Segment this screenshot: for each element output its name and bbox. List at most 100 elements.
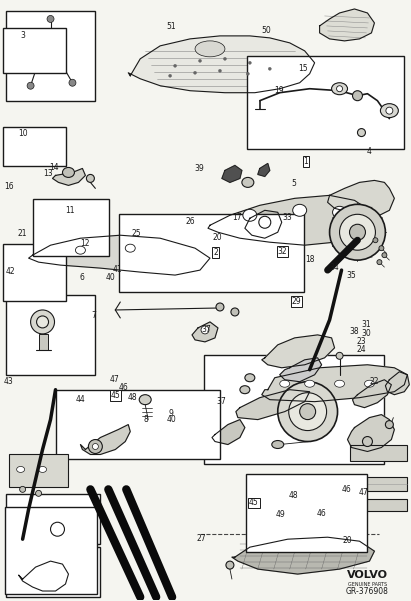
- Bar: [120, 213, 304, 291]
- Ellipse shape: [243, 209, 257, 221]
- Text: 13: 13: [43, 169, 53, 178]
- Bar: [9, 454, 69, 487]
- Ellipse shape: [125, 244, 135, 252]
- Circle shape: [339, 215, 375, 250]
- Bar: [247, 474, 367, 552]
- Polygon shape: [18, 561, 69, 591]
- Circle shape: [330, 204, 386, 260]
- Bar: [3, 243, 66, 300]
- Polygon shape: [208, 195, 374, 245]
- Text: 30: 30: [361, 329, 371, 338]
- Text: 19: 19: [275, 87, 284, 96]
- Text: 45: 45: [249, 498, 259, 507]
- Text: 1: 1: [303, 157, 308, 166]
- Bar: [39, 334, 48, 350]
- Text: 34: 34: [330, 263, 339, 272]
- Text: 49: 49: [275, 510, 285, 519]
- Text: 46: 46: [119, 383, 129, 392]
- Circle shape: [219, 69, 222, 72]
- Text: 23: 23: [356, 337, 366, 346]
- Polygon shape: [222, 165, 242, 182]
- Polygon shape: [328, 180, 395, 215]
- Circle shape: [268, 67, 271, 70]
- Text: 10: 10: [18, 129, 28, 138]
- Bar: [5, 507, 97, 594]
- Circle shape: [37, 316, 48, 328]
- Ellipse shape: [39, 466, 46, 472]
- Text: 37: 37: [216, 397, 226, 406]
- Bar: [349, 445, 407, 462]
- Text: 44: 44: [76, 395, 85, 404]
- Text: 40: 40: [106, 273, 115, 282]
- Ellipse shape: [139, 395, 151, 404]
- Text: 8: 8: [144, 415, 148, 424]
- Bar: [33, 199, 109, 255]
- Polygon shape: [280, 358, 321, 382]
- Text: 26: 26: [185, 217, 195, 226]
- Circle shape: [336, 352, 343, 359]
- Polygon shape: [348, 415, 395, 451]
- Bar: [321, 477, 407, 492]
- Polygon shape: [245, 210, 282, 238]
- Text: 25: 25: [131, 229, 141, 238]
- Circle shape: [259, 216, 271, 228]
- Text: 20: 20: [342, 535, 352, 545]
- Ellipse shape: [332, 206, 346, 218]
- Ellipse shape: [240, 386, 250, 394]
- Ellipse shape: [381, 103, 398, 118]
- Circle shape: [382, 252, 387, 258]
- Circle shape: [201, 326, 209, 334]
- Text: 46: 46: [342, 484, 352, 493]
- Text: 48: 48: [289, 490, 298, 499]
- Polygon shape: [81, 424, 130, 454]
- Circle shape: [20, 486, 25, 492]
- Circle shape: [69, 79, 76, 86]
- Text: 50: 50: [261, 26, 271, 35]
- Text: 2: 2: [213, 248, 218, 257]
- Text: 35: 35: [346, 271, 356, 280]
- Text: 6: 6: [79, 273, 84, 282]
- Polygon shape: [232, 537, 374, 574]
- Circle shape: [30, 310, 55, 334]
- Text: 17: 17: [233, 213, 242, 222]
- Ellipse shape: [242, 177, 254, 188]
- Circle shape: [246, 72, 249, 75]
- Bar: [6, 547, 100, 597]
- Polygon shape: [258, 163, 270, 177]
- Text: 47: 47: [358, 487, 368, 496]
- Circle shape: [27, 82, 34, 89]
- Circle shape: [224, 57, 226, 60]
- Circle shape: [300, 404, 316, 419]
- Text: 18: 18: [305, 255, 315, 264]
- Ellipse shape: [76, 246, 85, 254]
- Text: 46: 46: [316, 508, 326, 517]
- Text: 48: 48: [128, 393, 137, 402]
- Bar: [55, 389, 220, 459]
- Text: 9: 9: [168, 409, 173, 418]
- Circle shape: [377, 260, 382, 264]
- Circle shape: [231, 308, 239, 316]
- Bar: [6, 11, 95, 101]
- Circle shape: [349, 224, 365, 240]
- Circle shape: [337, 86, 342, 92]
- Circle shape: [36, 490, 42, 496]
- Bar: [3, 127, 66, 166]
- Text: 4: 4: [367, 147, 372, 156]
- Ellipse shape: [62, 168, 74, 177]
- Text: 29: 29: [292, 297, 301, 306]
- Text: 16: 16: [4, 182, 14, 191]
- Circle shape: [386, 107, 393, 114]
- Text: 5: 5: [291, 179, 296, 188]
- Polygon shape: [128, 36, 315, 93]
- Text: 22: 22: [369, 377, 379, 386]
- Text: 14: 14: [49, 163, 59, 172]
- Text: VOLVO: VOLVO: [347, 570, 388, 580]
- Ellipse shape: [332, 83, 348, 95]
- Text: 21: 21: [17, 229, 27, 238]
- Circle shape: [373, 238, 378, 243]
- Circle shape: [92, 444, 98, 450]
- Circle shape: [88, 439, 102, 454]
- Polygon shape: [212, 419, 245, 445]
- Text: 51: 51: [166, 22, 175, 31]
- Circle shape: [169, 75, 172, 78]
